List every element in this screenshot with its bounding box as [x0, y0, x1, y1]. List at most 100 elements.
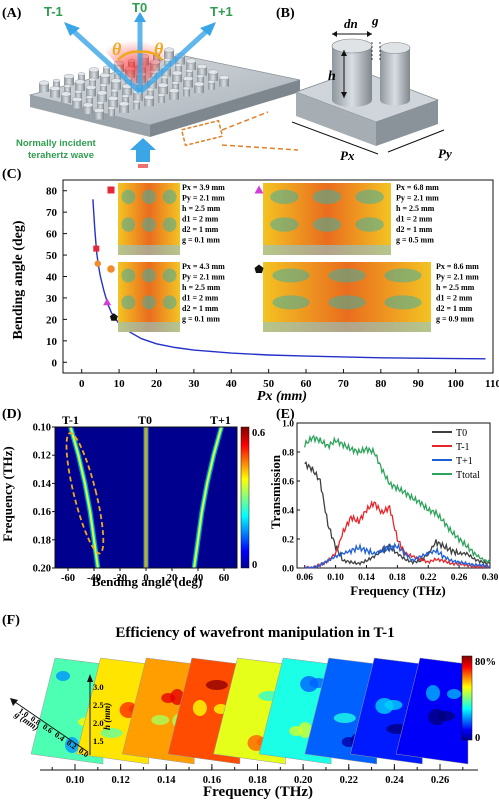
panel-e: (E) 0.06 0.10 0.14 0.18 0.22 0.26 0.300.00.20.…	[268, 407, 499, 598]
pillar-top	[99, 72, 111, 78]
d-colorbar	[240, 426, 250, 569]
unit-cell-highlight	[180, 119, 224, 147]
beam-t-plus-1	[138, 26, 212, 94]
pillar	[172, 82, 179, 91]
dn-label: dn	[344, 16, 358, 31]
pillar	[119, 103, 129, 113]
field-blob	[121, 217, 136, 232]
pillar	[183, 78, 193, 88]
c-xtick-label: 30	[188, 378, 200, 390]
pillar	[144, 97, 154, 107]
f-xtick-label: 0.14	[157, 775, 176, 786]
d-xtick-label: -40	[87, 573, 101, 584]
panel-f-label: (F)	[2, 613, 20, 628]
arrow-t-minus-1	[64, 22, 80, 36]
order-t-plus-1: T+1	[210, 4, 233, 19]
c-xtick-label: 10	[114, 378, 126, 390]
pillar	[97, 92, 107, 102]
inset-param: Py = 2.1 mm	[182, 194, 225, 203]
pillar	[186, 61, 196, 70]
f-xtick-label: 0.24	[385, 775, 404, 786]
pillar-top	[88, 77, 97, 82]
c-ytick-label: 70	[46, 207, 58, 219]
dn-arrow-right	[367, 31, 372, 37]
pillar	[122, 86, 132, 96]
inset-param: g = 0.5 mm	[396, 236, 434, 245]
c-xtick-label: 70	[338, 378, 350, 390]
dispersion-map: -60 -40 -20 0 20 40 60 0.10 0.12 0.14 0.16 0.18 0.20…	[33, 413, 266, 584]
f-h-tick: 2.5	[93, 700, 104, 710]
e-ytick-label: 0.0	[282, 565, 294, 575]
pillar-top	[107, 106, 116, 110]
pillar	[75, 81, 85, 91]
f-xtick-label: 0.22	[340, 775, 358, 786]
beam-t-minus-1	[68, 26, 142, 94]
pillar	[175, 65, 182, 74]
panel-d-xlabel: Bending angle (deg)	[92, 574, 203, 589]
d-ytick-label: 0.20	[33, 564, 51, 575]
e-ytick-label: 0.8	[282, 449, 294, 459]
pillar-top	[121, 94, 130, 98]
pillar-top	[63, 84, 72, 88]
pillar	[133, 91, 143, 101]
pillar-top	[207, 80, 216, 84]
panel-c: (C) 0 10 20 30 40 50 60 70 80 90 100 110 0 10 20 30 40 50…	[2, 167, 499, 404]
slice-texture	[384, 700, 403, 710]
c-ytick-label: 20	[46, 314, 58, 326]
c-xtick-label: 100	[447, 378, 464, 390]
ridge-core-T-1	[70, 426, 99, 569]
field-blob	[162, 189, 177, 205]
field-blob	[272, 295, 310, 310]
pillar-top	[163, 58, 172, 62]
pillar	[161, 77, 168, 86]
d-order-label: T+1	[210, 413, 231, 427]
panel-e-ylabel: Transmission	[268, 454, 283, 529]
slice-texture	[439, 735, 461, 745]
pillar-top	[118, 101, 130, 107]
inset-param: g = 0.1 mm	[182, 236, 220, 245]
pillar-top	[60, 91, 72, 97]
order-t0: T0	[132, 0, 147, 15]
inset-param: Py = 2.1 mm	[396, 194, 439, 203]
substrate-band	[263, 245, 391, 255]
pillar-top	[143, 94, 155, 100]
pillar	[108, 98, 118, 108]
c-xtick-label: 40	[226, 378, 238, 390]
pillar-top	[132, 99, 141, 104]
pillar-top	[88, 67, 100, 73]
f-g-axis	[11, 699, 89, 753]
panel-d-label: (D)	[2, 407, 22, 422]
inset-param: g = 0.1 mm	[182, 315, 220, 324]
small-pillar-top	[379, 42, 411, 54]
slice-texture	[205, 680, 228, 690]
pillar	[197, 76, 204, 85]
slice-texture	[65, 737, 79, 753]
zoom-line-upper	[221, 111, 269, 131]
pillar-top	[196, 74, 205, 79]
e-xtick-label: 0.26	[451, 573, 468, 583]
point-pentagon	[109, 313, 118, 321]
plate-right-side	[150, 80, 300, 137]
inset-param: Px = 8.6 mm	[436, 262, 479, 271]
e-xtick-label: 0.18	[389, 573, 406, 583]
ridge-core-T+1	[193, 426, 222, 569]
incident-text-line1: Normally incident	[16, 138, 97, 149]
inset-param: d1 = 2 mm	[436, 294, 473, 303]
pillar	[39, 83, 49, 92]
pillar	[111, 80, 121, 90]
field-blob	[121, 189, 136, 205]
f-h-tick: 3.0	[93, 682, 104, 692]
plate-front-side	[30, 95, 150, 137]
incident-source-marker	[138, 164, 148, 168]
legend-label-T-1: T-1	[456, 442, 470, 453]
pillar	[78, 74, 85, 83]
c-xtick-label: 110	[485, 378, 499, 390]
large-pillar-body	[332, 46, 372, 100]
inset-marker-square	[107, 186, 115, 194]
panel-c-ylabel: Bending angle (deg)	[11, 220, 26, 339]
field-blob	[162, 268, 177, 283]
pillar	[158, 95, 165, 103]
pillar-top	[174, 63, 183, 68]
c-ytick-label: 10	[46, 336, 58, 348]
slice-texture	[151, 715, 170, 725]
